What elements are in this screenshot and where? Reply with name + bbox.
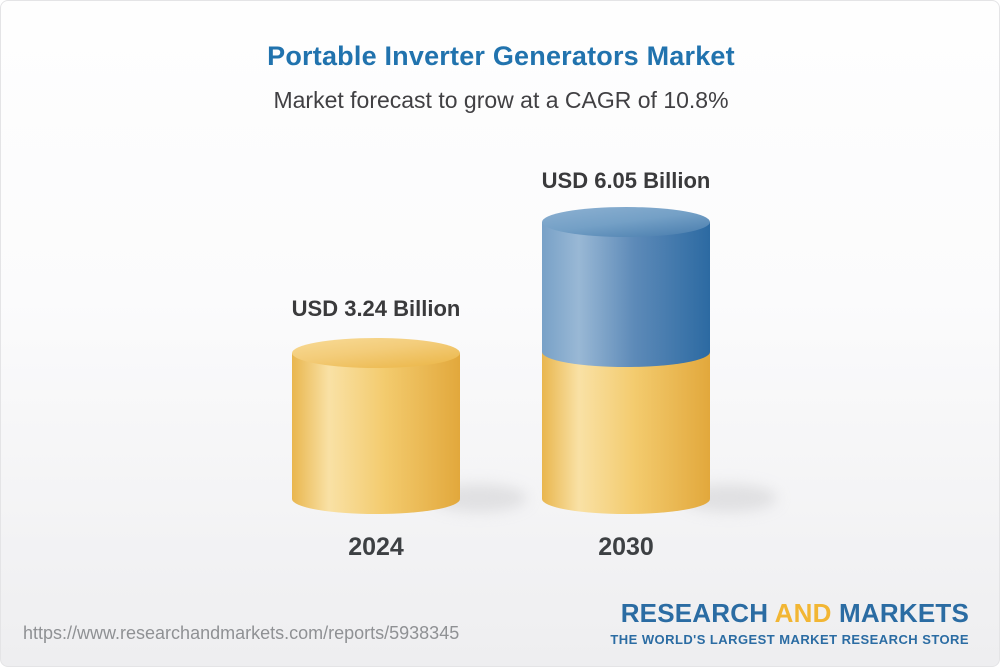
- research-and-markets-logo: RESEARCH AND MARKETS THE WORLD'S LARGEST…: [610, 598, 969, 647]
- logo-word-research: RESEARCH: [620, 598, 769, 628]
- bar-2024-body: [292, 353, 460, 514]
- bar-2030-value-label: USD 6.05 Billion: [541, 168, 711, 193]
- bar-2030-blue-segment: [542, 222, 710, 367]
- bar-2024-value-label: USD 3.24 Billion: [291, 296, 461, 321]
- bar-2030-category-label: 2030: [598, 533, 654, 561]
- page-subtitle: Market forecast to grow at a CAGR of 10.…: [273, 87, 729, 113]
- bar-2024-top-face: [292, 338, 460, 368]
- logo-tagline: THE WORLD'S LARGEST MARKET RESEARCH STOR…: [610, 631, 969, 647]
- logo-word-markets: MARKETS: [839, 598, 969, 628]
- bar-2030-gold-segment: [542, 352, 710, 514]
- logo-word-and: AND: [774, 598, 832, 628]
- bar-2024-category-label: 2024: [348, 533, 404, 561]
- bar-2030-cylinder: [542, 207, 710, 514]
- logo-wordmark: RESEARCH AND MARKETS: [610, 598, 969, 629]
- bar-2030-top-face: [542, 207, 710, 237]
- page-title: Portable Inverter Generators Market: [267, 41, 735, 71]
- report-url-link[interactable]: https://www.researchandmarkets.com/repor…: [23, 623, 460, 643]
- bar-2024-cylinder: [292, 338, 460, 514]
